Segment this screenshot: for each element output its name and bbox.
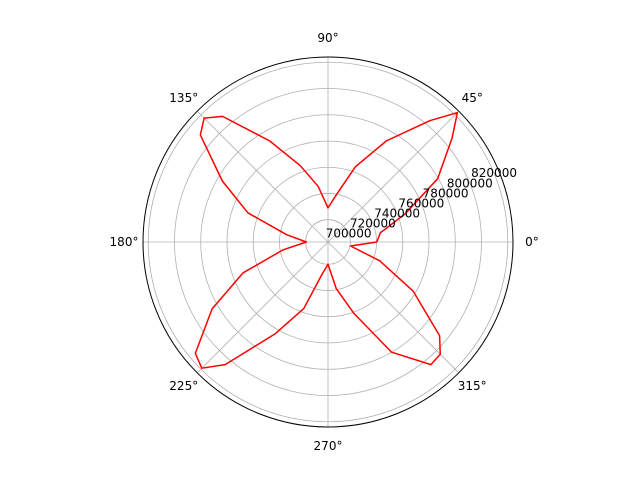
theta-gridline	[196, 241, 329, 374]
grid	[143, 57, 513, 427]
r-tick-label: 740000	[374, 206, 420, 220]
polar-frame	[142, 56, 514, 428]
r-gridline	[200, 114, 456, 370]
r-tick-label: 760000	[398, 196, 444, 210]
r-gridline	[226, 140, 430, 344]
theta-tick-label: 225°	[169, 379, 198, 393]
r-gridline	[147, 61, 509, 423]
r-tick-label: 700000	[326, 226, 372, 240]
theta-gridline	[196, 110, 329, 243]
series-line	[194, 111, 459, 369]
theta-tick-label: 135°	[169, 91, 198, 105]
r-gridline	[252, 166, 404, 318]
r-tick-label: 780000	[423, 186, 469, 200]
theta-tick-label: 45°	[462, 91, 483, 105]
theta-tick-label: 90°	[317, 31, 338, 45]
polar-frame-circle	[142, 56, 514, 428]
theta-tick-label: 180°	[110, 235, 139, 249]
theta-tick-label: 0°	[525, 235, 539, 249]
data-series	[194, 111, 459, 369]
tick-labels: 0° 45° 90° 135° 180° 225° 270° 315° 700000720000…	[110, 31, 539, 453]
theta-tick-label: 315°	[458, 379, 487, 393]
r-gridline	[174, 88, 482, 396]
theta-gridline	[327, 241, 460, 374]
theta-tick-label: 270°	[314, 439, 343, 453]
r-tick-label: 800000	[447, 176, 493, 190]
theta-gridline	[327, 110, 460, 243]
r-tick-label: 720000	[350, 216, 396, 230]
r-tick-label: 820000	[471, 166, 517, 180]
